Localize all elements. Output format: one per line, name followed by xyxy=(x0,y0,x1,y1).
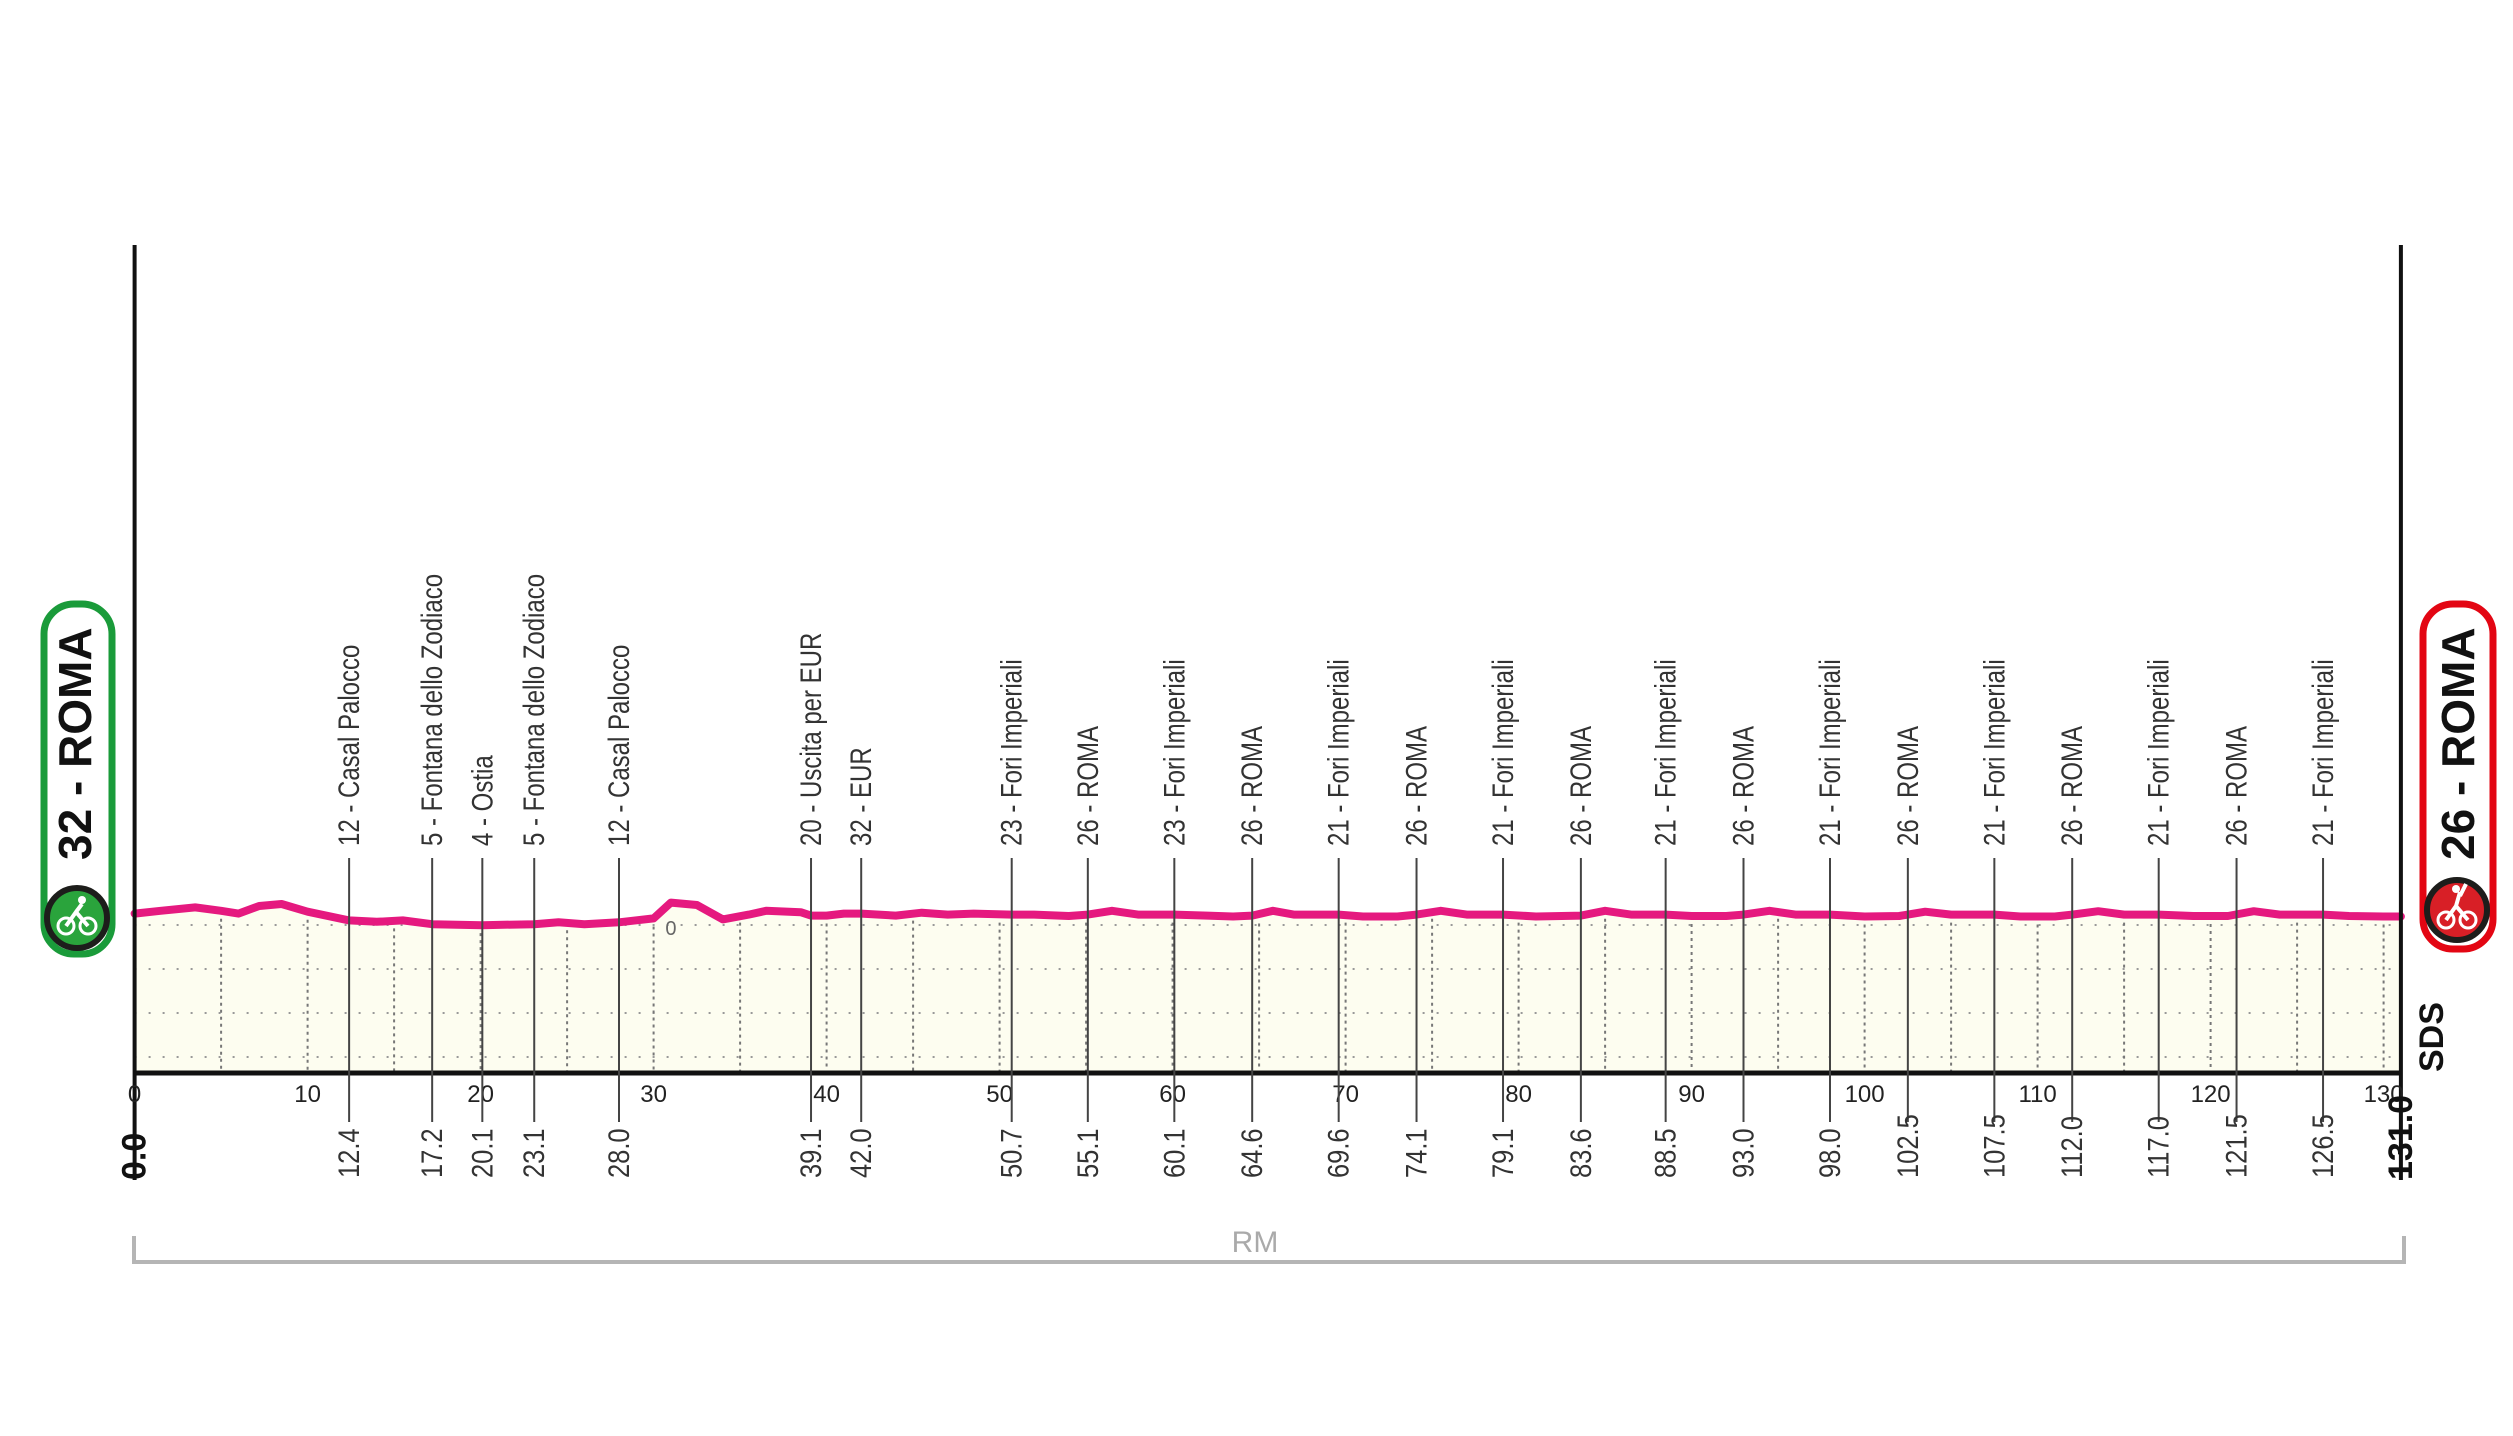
checkpoint-label: 26 - ROMA xyxy=(1399,725,1433,846)
x-tick-label: 120 xyxy=(2191,1081,2231,1108)
start-km-label: 0.0 xyxy=(116,1133,154,1180)
checkpoint-km-label: 42.0 xyxy=(844,1128,877,1178)
finish-badge: 26 - ROMA xyxy=(2419,600,2497,953)
x-tick-label: 20 xyxy=(467,1081,494,1108)
checkpoint-km-label: 117.0 xyxy=(2142,1116,2175,1178)
checkpoint-label: 26 - ROMA xyxy=(1070,725,1104,846)
checkpoint-km-label: 55.1 xyxy=(1071,1128,1104,1178)
checkpoint-km-label: 60.1 xyxy=(1157,1128,1190,1178)
checkpoint-km-label: 107.5 xyxy=(1977,1114,2010,1178)
checkpoint-label: 21 - Fori Imperiali xyxy=(2305,659,2339,846)
checkpoint-label: 20 - Uscita per EUR xyxy=(793,633,827,846)
checkpoint-km-label: 102.5 xyxy=(1891,1114,1924,1178)
checkpoint-label: 21 - Fori Imperiali xyxy=(1812,659,1846,846)
checkpoint-km-label: 98.0 xyxy=(1813,1128,1846,1178)
checkpoint-label: 21 - Fori Imperiali xyxy=(2141,659,2175,846)
start-label: 32 - ROMA xyxy=(49,627,101,860)
checkpoint-km-label: 17.2 xyxy=(415,1128,448,1178)
checkpoint-km-label: 88.5 xyxy=(1649,1128,1682,1178)
checkpoint-label: 26 - ROMA xyxy=(1726,725,1760,846)
checkpoint-label: 5 - Fontana dello Zodiaco xyxy=(517,574,551,846)
province-label: RM xyxy=(1232,1226,1279,1259)
checkpoint-label: 4 - Ostia xyxy=(465,755,499,846)
checkpoint-km-label: 28.0 xyxy=(602,1128,635,1178)
checkpoint-label: 26 - ROMA xyxy=(1235,725,1269,846)
x-tick-label: 10 xyxy=(294,1081,321,1108)
checkpoint-km-label: 93.0 xyxy=(1727,1128,1760,1178)
checkpoint-label: 12 - Casal Palocco xyxy=(601,645,635,846)
x-tick-label: 100 xyxy=(1845,1081,1885,1108)
checkpoint-km-label: 64.6 xyxy=(1235,1128,1268,1178)
x-tick-label: 30 xyxy=(640,1081,667,1108)
province-bracket: RM xyxy=(132,1226,2406,1264)
checkpoint-label: 21 - Fori Imperiali xyxy=(1977,659,2011,846)
checkpoint-km-label: 112.0 xyxy=(2055,1116,2088,1178)
checkpoint-marks: 0.0 131.0 0 12 - Casal Palocco 12.4 5 - Fonta… xyxy=(116,574,2420,1180)
checkpoint-km-label: 20.1 xyxy=(465,1128,498,1178)
cyclist-start-icon xyxy=(44,885,110,951)
checkpoint-label: 26 - ROMA xyxy=(2055,725,2089,846)
x-tick-label: 90 xyxy=(1678,1081,1705,1108)
checkpoint-label: 21 - Fori Imperiali xyxy=(1648,659,1682,846)
checkpoint-label: 21 - Fori Imperiali xyxy=(1321,659,1355,846)
checkpoint-label: 12 - Casal Palocco xyxy=(332,645,366,846)
x-tick-label: 70 xyxy=(1332,1081,1359,1108)
cyclist-finish-icon xyxy=(2424,877,2490,943)
checkpoint-km-label: 39.1 xyxy=(794,1128,827,1178)
checkpoint-km-label: 12.4 xyxy=(332,1128,365,1178)
checkpoint-km-label: 83.6 xyxy=(1564,1128,1597,1178)
x-tick-label: 0 xyxy=(128,1081,141,1108)
x-tick-label: 80 xyxy=(1505,1081,1532,1108)
x-tick-label: 40 xyxy=(813,1081,840,1108)
checkpoint-km-label: 126.5 xyxy=(2306,1114,2339,1178)
checkpoint-label: 5 - Fontana dello Zodiaco xyxy=(415,574,449,846)
x-tick-label: 60 xyxy=(1159,1081,1186,1108)
checkpoint-km-label: 69.6 xyxy=(1322,1128,1355,1178)
checkpoint-label: 23 - Fori Imperiali xyxy=(994,659,1028,846)
checkpoint-label: 26 - ROMA xyxy=(1890,725,1924,846)
x-tick-label: 50 xyxy=(986,1081,1013,1108)
checkpoint-km-label: 23.1 xyxy=(517,1128,550,1178)
checkpoint-km-label: 74.1 xyxy=(1400,1128,1433,1178)
x-tick-label: 110 xyxy=(2018,1081,2056,1108)
checkpoint-km-label: 50.7 xyxy=(995,1128,1028,1178)
finish-km-label: 131.0 xyxy=(2382,1095,2420,1180)
checkpoint-label: 26 - ROMA xyxy=(1563,725,1597,846)
elevation-profile-line xyxy=(130,898,2405,930)
x-tick-label: 130 xyxy=(2364,1081,2404,1108)
checkpoint-label: 21 - Fori Imperiali xyxy=(1485,659,1519,846)
checkpoint-label: 26 - ROMA xyxy=(2219,725,2253,846)
start-badge: 32 - ROMA xyxy=(40,600,116,958)
checkpoint-label: 23 - Fori Imperiali xyxy=(1157,659,1191,846)
checkpoint-km-label: 79.1 xyxy=(1486,1128,1519,1178)
checkpoint-label: 32 - EUR xyxy=(844,747,878,846)
profile-fill xyxy=(134,902,2401,1073)
summit-marker: 0 xyxy=(665,918,676,940)
plot-area: 0 10 20 30 40 50 60 70 80 90 100 110 120 130 xyxy=(128,245,2405,1180)
checkpoint-km-label: 121.5 xyxy=(2220,1114,2253,1178)
finish-label: 26 - ROMA xyxy=(2432,627,2484,860)
sds-logo: SDS xyxy=(2413,1002,2451,1072)
